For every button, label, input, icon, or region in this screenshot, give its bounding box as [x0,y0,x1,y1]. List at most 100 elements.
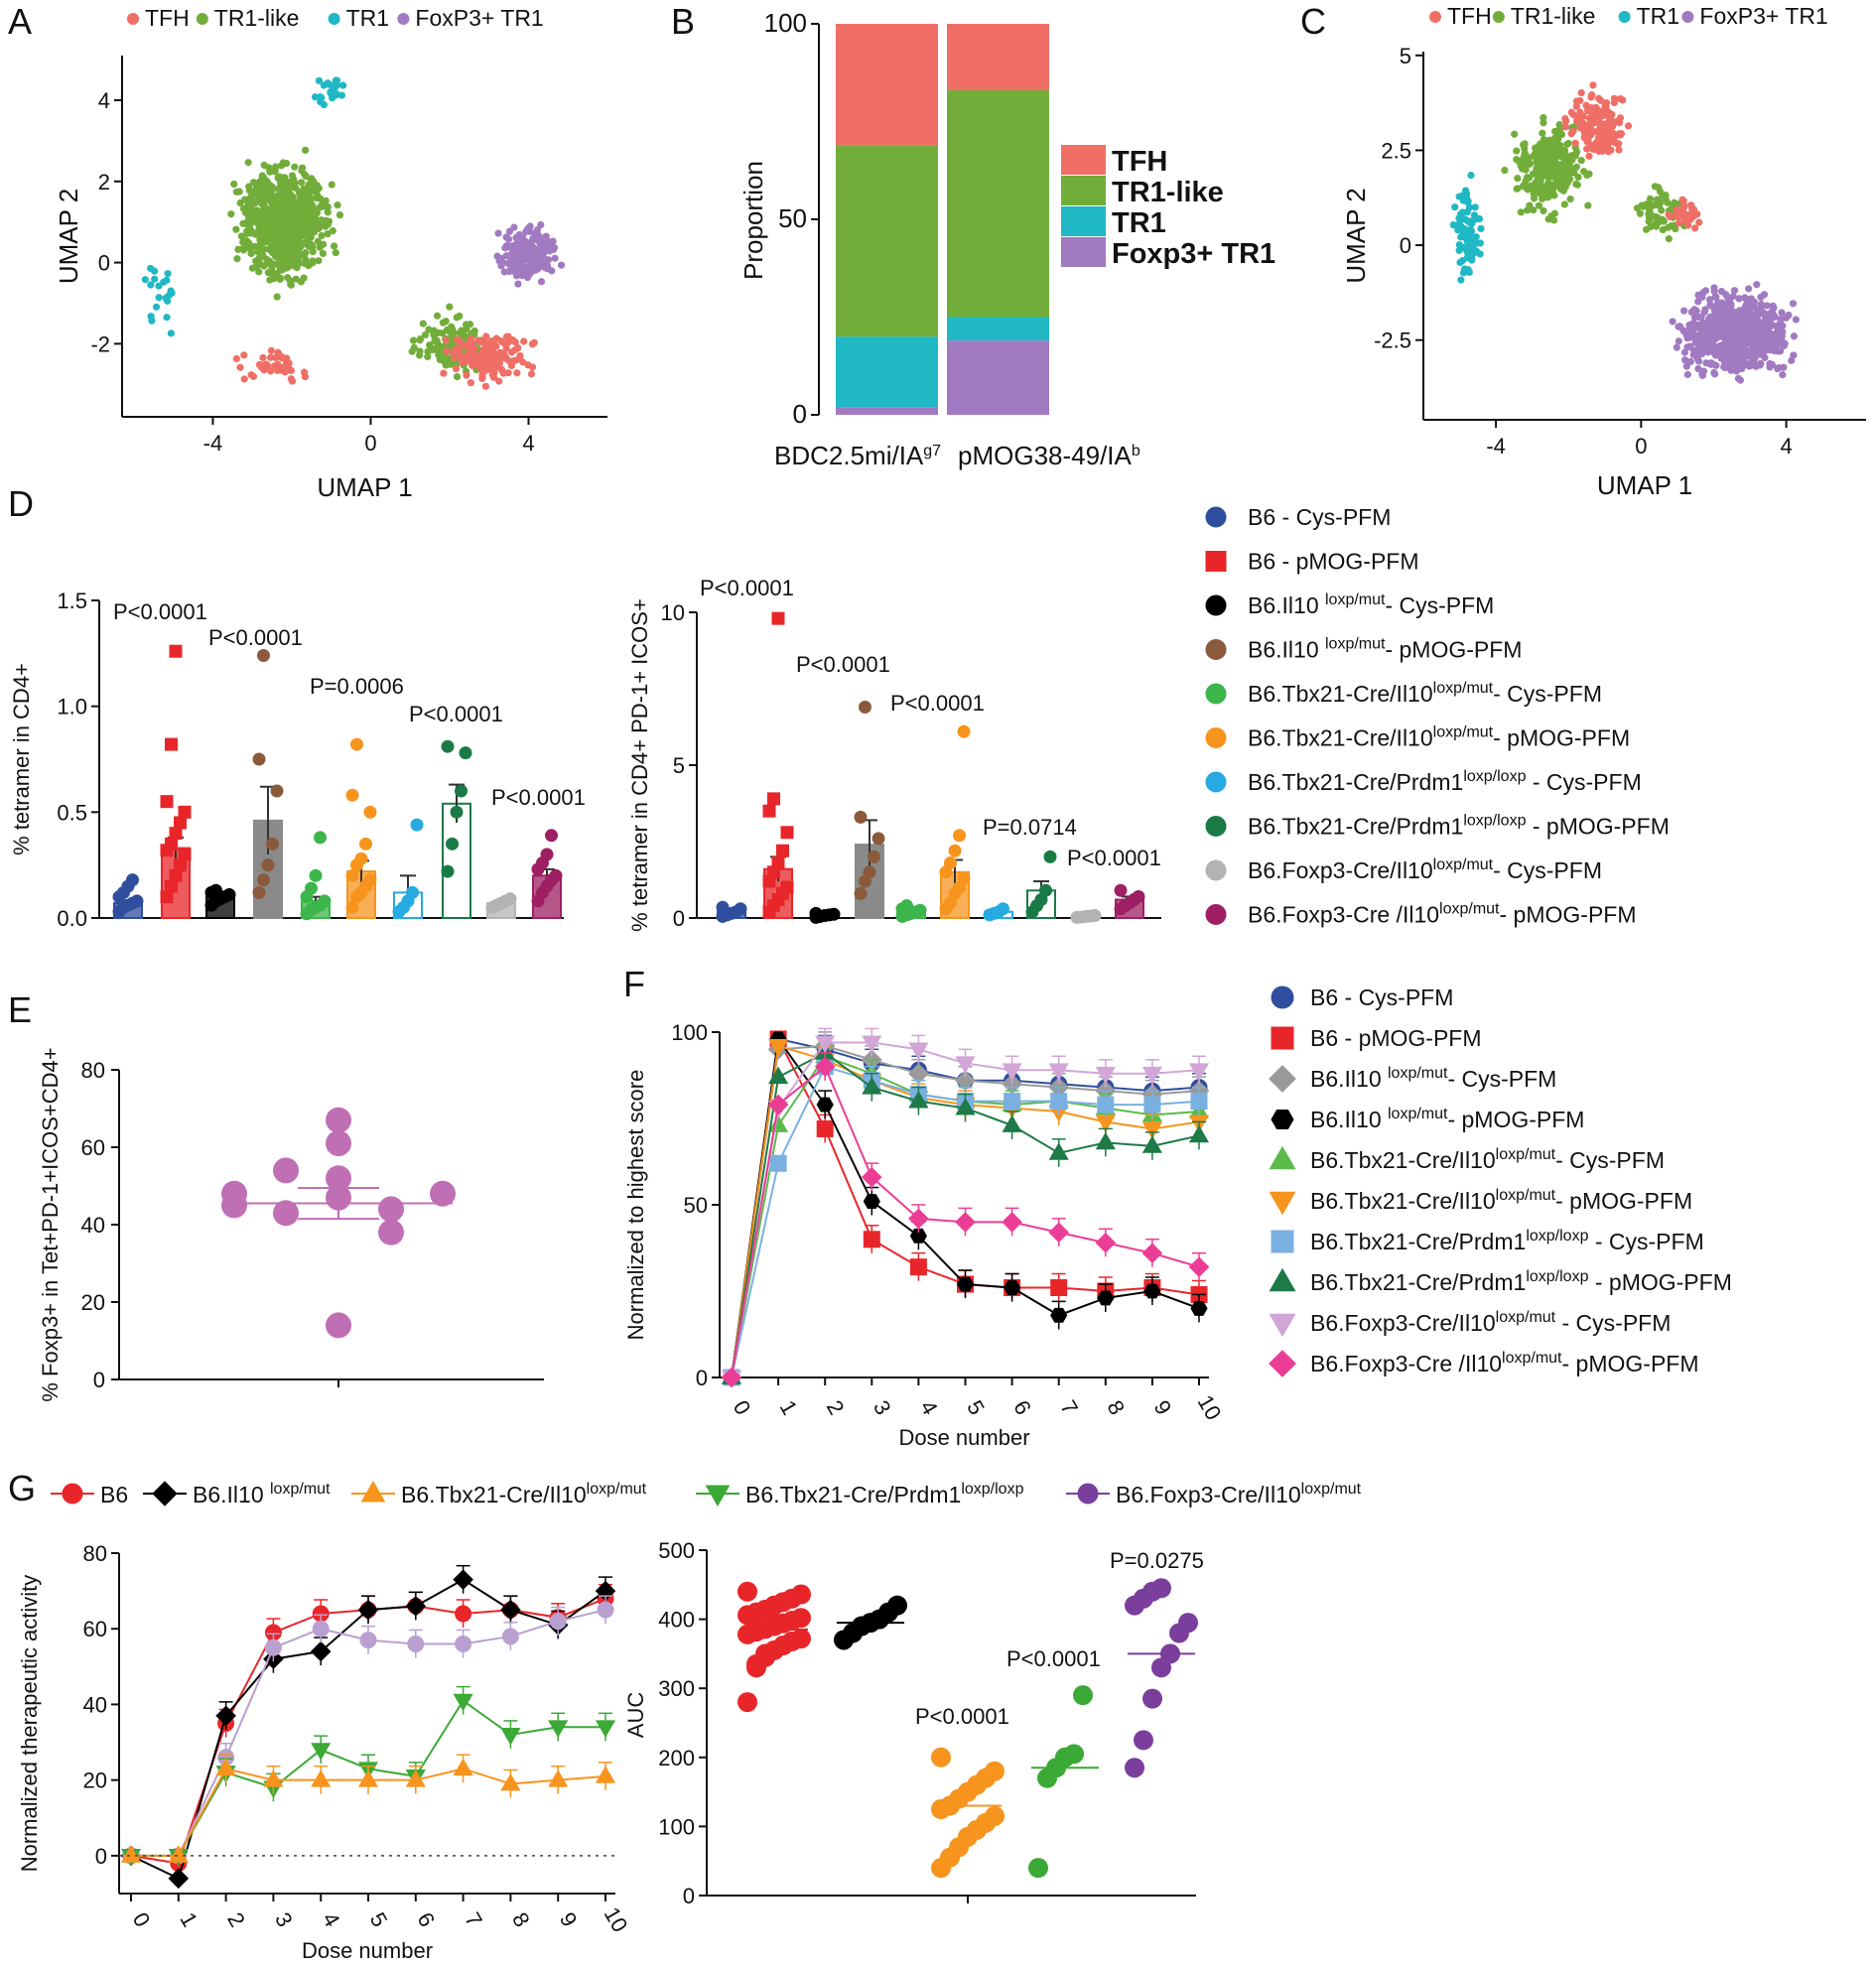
data-point [1722,349,1731,357]
data-point [1636,209,1644,217]
data-point [1064,1744,1084,1765]
data-point [1757,300,1765,309]
data-point [518,261,526,269]
data-point [1608,110,1616,118]
data-point [1774,340,1783,348]
data-point [1616,95,1625,103]
data-point [1726,306,1734,314]
data-point [152,303,161,311]
bar-segment [836,145,938,337]
data-point [357,1599,379,1621]
data-point [313,209,321,217]
legend-label-main: B6.Tbx21-Cre/Prdm1 [1248,814,1463,840]
data-point [1465,217,1473,226]
data-point [1669,318,1676,326]
data-point [931,1747,951,1768]
data-point [279,257,287,265]
data-point [409,336,418,344]
y-tick-label: 2.5 [1381,138,1411,163]
data-point [264,237,272,245]
x-axis-label: UMAP 1 [1597,470,1692,500]
data-point [267,346,276,354]
y-tick-label: 10 [661,600,685,625]
y-tick-label: 300 [658,1676,695,1701]
data-point [1771,346,1779,355]
data-point [549,868,563,882]
data-point [253,248,262,256]
legend-label-main: B6.Tbx21-Cre/Il10 [1310,1147,1496,1173]
x-tick-label: 9 [555,1908,583,1931]
data-point [311,1769,332,1787]
data-point [240,375,248,383]
data-point [481,382,489,390]
data-point [168,1868,190,1890]
panel-label-D: D [8,483,34,524]
data-point [1717,308,1725,316]
data-point [1603,130,1611,139]
data-point [290,175,298,184]
data-point [430,330,438,338]
data-point [531,229,539,237]
legend-label-main: B6.Foxp3-Cre/Il10 [1310,1310,1496,1336]
legend-label: FoxP3+ TR1 [415,5,543,31]
data-point [232,225,240,233]
data-point [1590,106,1598,114]
x-axis-label: UMAP 1 [317,472,412,502]
data-point [1132,889,1145,903]
data-point [363,805,377,819]
data-point [1556,185,1565,194]
data-point [267,167,275,175]
data-point [488,370,496,379]
data-point [453,314,461,322]
data-point [249,228,257,237]
data-point [247,193,255,200]
data-point [1698,293,1706,302]
bar-segment [947,340,1049,415]
data-point [264,1638,282,1656]
data-point [441,739,455,753]
data-point [767,1094,789,1115]
data-point [328,181,335,189]
y-tick-label: 0 [98,251,110,276]
data-point [1698,370,1706,378]
data-point [1763,302,1771,310]
data-point [524,361,532,369]
data-point [1134,1730,1153,1751]
data-point [252,885,266,899]
data-point [495,358,503,366]
x-tick-label: 9 [1149,1396,1177,1419]
y-axis-label: UMAP 2 [54,189,83,284]
data-point [548,1720,569,1738]
data-point [1142,1688,1162,1709]
legend-label-main: B6 - pMOG-PFM [1310,1025,1482,1051]
data-point [227,210,235,218]
legend-label-sup: loxp/loxp [1526,1268,1588,1285]
data-point [318,94,326,102]
data-point [314,831,327,845]
data-point [415,351,424,359]
data-point [232,354,240,363]
data-point [1736,352,1744,360]
data-point [1675,219,1683,227]
data-point [1723,294,1732,302]
data-point [120,1845,142,1863]
bar-segment [947,24,1049,90]
data-point [1601,141,1609,150]
y-tick-label: 0.0 [57,906,87,931]
data-point [266,182,274,190]
data-point [292,275,300,283]
data-point [524,224,532,233]
data-point [551,254,559,262]
data-point [1188,1063,1210,1081]
data-point [1707,330,1716,338]
legend-label: TR1 [346,5,389,31]
data-point [1555,120,1563,129]
y-tick-label: 100 [764,8,807,38]
x-tick-label: 4 [915,1396,943,1419]
data-point [1583,107,1592,115]
data-point [147,281,155,289]
data-point [378,1219,404,1245]
data-point [1763,310,1771,319]
data-point [1779,371,1787,379]
data-point [450,353,459,362]
